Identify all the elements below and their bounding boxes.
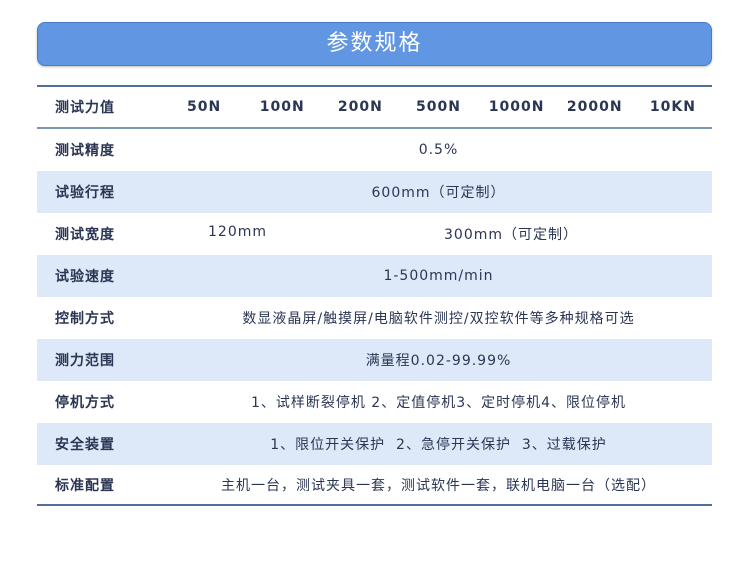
row-label: 试验速度	[55, 269, 115, 285]
row-value: 300mm（可定制）	[444, 227, 578, 243]
force-value: 100N	[259, 99, 305, 115]
force-value: 200N	[337, 99, 383, 115]
row-value: 1、试样断裂停机 2、定值停机3、定时停机4、限位停机	[250, 395, 627, 411]
row-label: 测试力值	[55, 100, 115, 116]
row-label: 控制方式	[55, 311, 115, 327]
table-row: 控制方式 数显液晶屏/触摸屏/电脑软件测控/双控软件等多种规格可选	[37, 297, 712, 339]
row-label: 测试精度	[55, 143, 115, 159]
row-value: 0.5%	[418, 142, 459, 158]
row-value: 600mm（可定制）	[371, 185, 506, 201]
row-value: 1、限位开关保护 2、急停开关保护 3、过载保护	[270, 437, 607, 453]
row-label: 停机方式	[55, 395, 115, 411]
force-value: 2000N	[566, 99, 623, 115]
table-row: 标准配置 主机一台，测试夹具一套，测试软件一套，联机电脑一台（选配）	[37, 465, 712, 504]
table-row: 安全装置 1、限位开关保护 2、急停开关保护 3、过载保护	[37, 423, 712, 465]
table-header-row: 测试力值 50N 100N 200N 500N 1000N 2000N 10KN	[37, 87, 712, 129]
table-row: 测力范围 满量程0.02-99.99%	[37, 339, 712, 381]
row-label: 测试宽度	[55, 227, 115, 243]
row-label: 标准配置	[55, 477, 115, 494]
row-label: 安全装置	[55, 437, 115, 453]
force-value: 1000N	[488, 99, 545, 115]
table-row: 停机方式 1、试样断裂停机 2、定值停机3、定时停机4、限位停机	[37, 381, 712, 423]
table-row: 测试宽度 120mm 300mm（可定制）	[37, 213, 712, 255]
force-value: 10KN	[649, 99, 696, 115]
row-value: 满量程0.02-99.99%	[365, 353, 512, 369]
row-value: 1-500mm/min	[383, 268, 494, 284]
row-value: 主机一台，测试夹具一套，测试软件一套，联机电脑一台（选配）	[221, 477, 656, 494]
row-value: 数显液晶屏/触摸屏/电脑软件测控/双控软件等多种规格可选	[242, 311, 635, 327]
row-value: 120mm	[208, 224, 267, 240]
row-label: 试验行程	[55, 185, 115, 201]
row-label: 测力范围	[55, 353, 115, 369]
table-row: 测试精度 0.5%	[37, 129, 712, 171]
table-row: 试验行程 600mm（可定制）	[37, 171, 712, 213]
force-value: 500N	[416, 99, 461, 115]
page-title: 参数规格	[37, 22, 712, 66]
table-row: 试验速度 1-500mm/min	[37, 255, 712, 297]
force-value: 50N	[186, 99, 222, 115]
spec-table: 测试力值 50N 100N 200N 500N 1000N 2000N 10KN…	[37, 85, 712, 506]
